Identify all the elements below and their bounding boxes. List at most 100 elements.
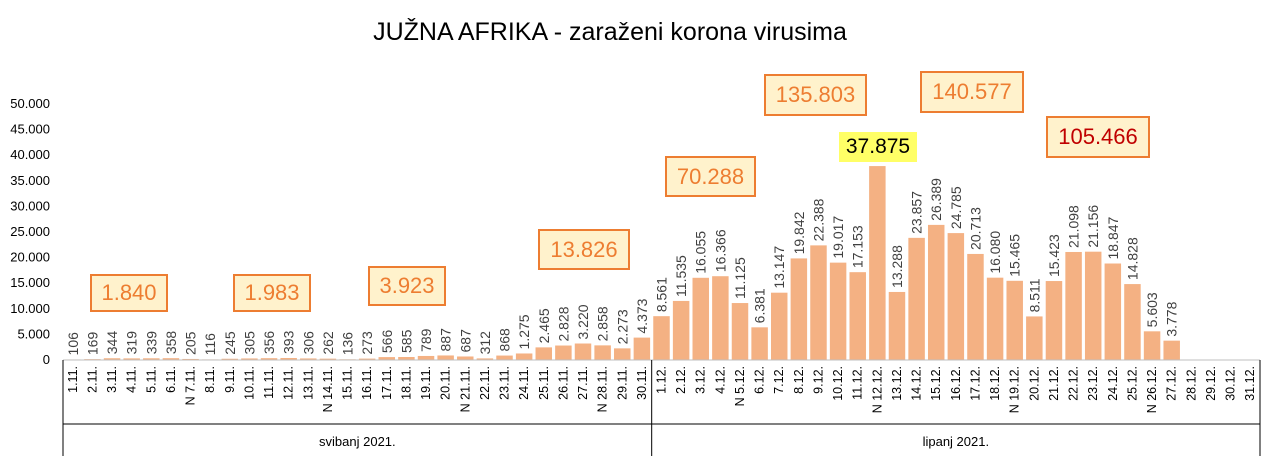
x-tick-label: 23.12.	[1086, 366, 1100, 401]
data-label: 15.465	[1007, 234, 1023, 277]
bar	[633, 337, 651, 360]
x-tick-label: 23.11.	[498, 366, 512, 400]
weekly-total-1: 1.840	[90, 274, 168, 312]
x-tick-label: 18.12.	[988, 366, 1002, 401]
x-tick-label: 29.11.	[615, 366, 629, 400]
bar	[555, 345, 572, 360]
data-label: 2.273	[614, 309, 630, 344]
y-tick-label: 30.000	[10, 198, 50, 213]
bar	[908, 237, 925, 360]
bar	[221, 358, 239, 360]
bar	[143, 358, 160, 360]
data-label: 17.153	[850, 225, 866, 268]
data-label: 312	[477, 331, 493, 355]
bar	[712, 276, 729, 360]
y-tick-label: 35.000	[10, 173, 50, 188]
bar	[280, 357, 297, 360]
bar	[967, 253, 984, 360]
weekly-total-4: 13.826	[538, 229, 630, 270]
y-tick-label: 5.000	[17, 326, 50, 341]
bar	[260, 358, 278, 360]
data-label: 262	[320, 331, 336, 355]
data-label: 344	[104, 331, 120, 355]
data-label: 21.156	[1085, 205, 1101, 248]
x-tick-label: N 5.12.	[733, 366, 747, 406]
x-tick-label: 5.11.	[144, 366, 158, 393]
x-tick-label: N 26.12.	[1145, 366, 1159, 413]
x-tick-label: 20.11.	[439, 366, 453, 400]
x-tick-label: 31.12.	[1243, 366, 1257, 401]
bar	[692, 277, 709, 360]
y-tick-label: 20.000	[10, 250, 50, 265]
x-tick-label: 25.11.	[537, 366, 551, 400]
bar	[535, 347, 553, 360]
x-tick-label: N 28.11.	[596, 366, 610, 412]
x-tick-label: N 7.11.	[184, 366, 198, 405]
bar	[437, 355, 454, 360]
x-tick-label: 2.12.	[674, 366, 688, 394]
data-label: 3.778	[1164, 301, 1180, 336]
bar	[123, 358, 140, 360]
x-tick-label: 3.11.	[105, 366, 119, 393]
group-label: lipanj 2021.	[923, 434, 990, 449]
bar	[398, 357, 415, 360]
bar	[594, 345, 611, 360]
x-tick-label: 27.11.	[576, 366, 590, 400]
x-tick-label: 4.11.	[125, 366, 139, 393]
y-tick-label: 45.000	[10, 122, 50, 137]
bar	[849, 272, 866, 360]
bar	[810, 245, 827, 360]
weekly-total-3: 3.923	[368, 266, 446, 306]
bar	[1163, 340, 1180, 360]
data-label: 18.847	[1105, 216, 1121, 259]
y-tick-label: 10.000	[10, 301, 50, 316]
x-tick-label: 10.12.	[831, 366, 845, 401]
weekly-total-8: 105.466	[1046, 116, 1150, 158]
bar	[417, 355, 435, 360]
bar	[241, 358, 258, 360]
data-label: 2.828	[555, 306, 571, 341]
x-tick-label: 21.12.	[1047, 366, 1061, 401]
data-label: 4.373	[634, 298, 650, 333]
bar	[358, 358, 376, 360]
x-tick-label: 2.11.	[85, 366, 99, 393]
bar	[476, 358, 494, 360]
data-label: 1.275	[516, 314, 532, 349]
x-tick-label: 16.12.	[949, 366, 963, 401]
bar	[731, 303, 749, 360]
bar	[770, 292, 788, 360]
x-tick-label: 11.11.	[262, 366, 276, 399]
y-tick-label: 15.000	[10, 275, 50, 290]
data-label: 16.366	[712, 229, 728, 272]
bar	[947, 233, 965, 360]
x-tick-label: 11.12.	[851, 366, 865, 400]
data-label: 789	[418, 328, 434, 352]
data-label: 16.080	[987, 231, 1003, 274]
bar	[1065, 251, 1082, 360]
data-label: 14.828	[1124, 237, 1140, 280]
x-tick-label: 15.11.	[341, 366, 355, 400]
x-tick-label: 8.12.	[792, 366, 806, 394]
bar	[1045, 281, 1063, 360]
bar	[888, 291, 906, 360]
x-tick-label: 29.12.	[1204, 366, 1218, 401]
data-label: 16.055	[693, 231, 709, 274]
bar	[1143, 331, 1161, 360]
weekly-total-7: 140.577	[920, 71, 1024, 113]
x-tick-label: 15.12.	[929, 366, 943, 401]
bar	[496, 355, 513, 360]
x-tick-label: 30.12.	[1224, 366, 1238, 401]
bar	[182, 358, 199, 360]
data-label: 2.465	[536, 308, 552, 343]
bar	[162, 358, 180, 360]
y-tick-label: 0	[43, 352, 50, 367]
data-label: 566	[379, 330, 395, 354]
data-label: 273	[359, 331, 375, 355]
data-label: 319	[124, 331, 140, 355]
x-tick-label: 8.11.	[203, 366, 217, 393]
peak-value-label: 37.875	[839, 132, 917, 162]
x-tick-label: N 14.11.	[321, 366, 335, 412]
data-label: 339	[143, 331, 159, 355]
bar	[653, 316, 670, 360]
